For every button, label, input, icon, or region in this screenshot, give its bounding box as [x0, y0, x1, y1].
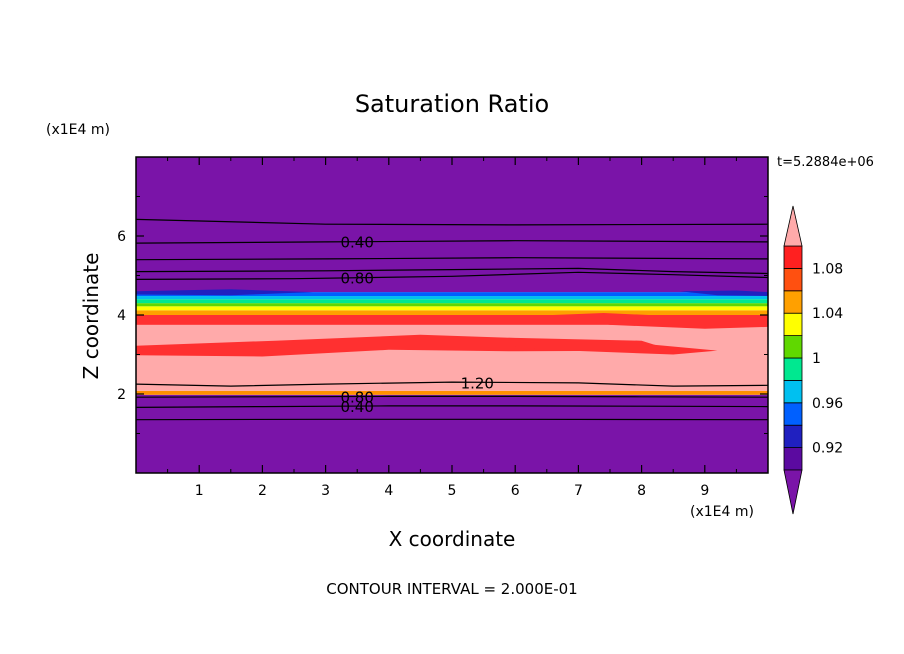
colorbar: 0.92 0.96 1 1.04 1.08: [783, 205, 843, 515]
colorbar-segment-3: [783, 379, 803, 404]
x-tick-label-6: 6: [511, 483, 520, 499]
colorbar-segment-9: [783, 245, 803, 269]
field-band-9: [136, 292, 768, 297]
chart-title: Saturation Ratio: [355, 90, 549, 118]
y-tick-label-6: 6: [117, 229, 126, 245]
colorbar-over-arrow: [783, 205, 803, 247]
field-band-2: [136, 324, 768, 391]
y-axis-label: Z coordinate: [79, 253, 103, 380]
contour-line-1: [135, 395, 769, 398]
contour-label-0: 0.40: [340, 398, 373, 416]
colorbar-label-4: 1.08: [812, 261, 843, 277]
x-unit-label: (x1E4 m): [690, 504, 754, 520]
field-patch-4: [679, 290, 768, 296]
contour-line-6: [135, 257, 769, 261]
x-tick-label-5: 5: [448, 483, 457, 499]
plot-area: 0.400.801.200.800.40: [135, 157, 769, 473]
field-band-7: [136, 299, 768, 304]
colorbar-segment-1: [783, 424, 803, 449]
field-band-1: [136, 390, 768, 395]
y-unit-label: (x1E4 m): [46, 122, 110, 138]
colorbar-label-0: 0.92: [812, 441, 843, 457]
x-axis-label: X coordinate: [389, 527, 516, 551]
field-band-3: [136, 315, 768, 325]
contour-line-2: [135, 381, 769, 387]
colorbar-segment-6: [783, 312, 803, 337]
colorbar-segment-0: [783, 447, 803, 471]
colorbar-segment-7: [783, 290, 803, 314]
colorbar-segment-5: [783, 335, 803, 359]
contour-label-1: 0.80: [340, 388, 373, 406]
contour-line-5: [135, 271, 769, 280]
colorbar-label-1: 0.96: [812, 396, 843, 412]
x-tick-label-3: 3: [321, 483, 330, 499]
field-band-0: [136, 394, 768, 473]
x-tick-label-1: 1: [195, 483, 204, 499]
colorbar-label-2: 1: [812, 351, 821, 367]
contour-line-7: [135, 240, 769, 244]
x-tick-label-8: 8: [637, 483, 646, 499]
contour-line-8: [135, 218, 769, 226]
colorbar-segment-2: [783, 402, 803, 426]
field-band-4: [136, 310, 768, 315]
field-patch-1: [477, 340, 718, 355]
contour-line-0: [135, 405, 769, 408]
y-tick-label-4: 4: [117, 308, 126, 324]
field-band-8: [136, 296, 768, 300]
contour-label-5: 0.80: [340, 270, 373, 288]
y-tick-label-2: 2: [117, 387, 126, 403]
x-tick-label-4: 4: [384, 483, 393, 499]
field-band-5: [136, 306, 768, 311]
contour-interval-footer: CONTOUR INTERVAL = 2.000E-01: [326, 580, 577, 598]
field-band-6: [136, 303, 768, 307]
field-patch-0: [136, 334, 674, 357]
axes: 1 2 3 4 5 6 7 8 9 2 4 6: [117, 156, 769, 499]
colorbar-label-3: 1.04: [812, 306, 843, 322]
x-tick-label-7: 7: [574, 483, 583, 499]
x-tick-label-2: 2: [258, 483, 267, 499]
contour-label-7: 0.40: [340, 234, 373, 252]
colorbar-segment-8: [783, 267, 803, 292]
time-label: t=5.2884e+06: [777, 155, 874, 170]
x-tick-label-9: 9: [700, 483, 709, 499]
field-patch-3: [136, 289, 313, 296]
contour-line-4: [135, 267, 769, 275]
contour-label-2: 1.20: [461, 374, 494, 392]
colorbar-segment-4: [783, 357, 803, 381]
colorbar-under-arrow: [783, 469, 803, 515]
field-patch-2: [553, 313, 768, 329]
